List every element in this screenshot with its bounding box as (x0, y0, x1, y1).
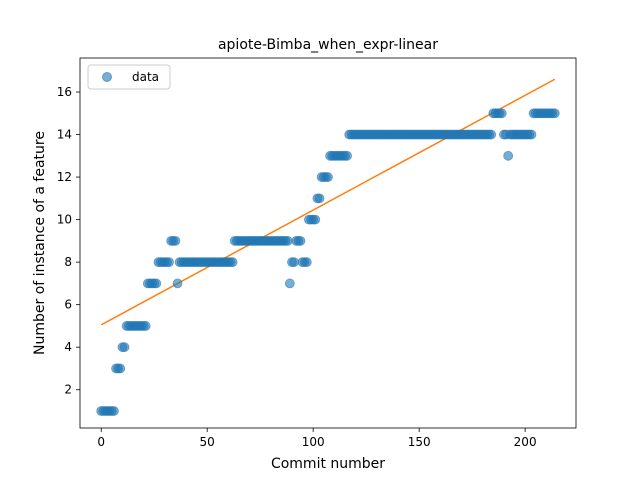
data-point (295, 235, 306, 246)
y-axis-label: Number of instance of a feature (32, 131, 48, 355)
x-tick-label: 50 (200, 435, 215, 449)
data-point (289, 257, 299, 268)
x-tick-label: 0 (97, 435, 105, 449)
axes-frame (79, 57, 577, 429)
x-axis-label: Commit number (271, 456, 385, 472)
legend-box (87, 64, 171, 90)
data-point (119, 342, 130, 353)
x-tick-label: 200 (514, 435, 537, 449)
legend-label: data (132, 70, 159, 84)
data-point (284, 278, 295, 289)
data-point (151, 278, 162, 289)
data-point (170, 235, 181, 246)
data-point (109, 406, 119, 416)
data-point (301, 257, 312, 268)
x-tick-label: 150 (408, 435, 431, 449)
data-point (342, 150, 352, 161)
data-point (503, 150, 514, 161)
data-point (164, 257, 174, 268)
data-point (323, 172, 333, 182)
y-tick-label: 8 (64, 255, 72, 269)
x-tick-label: 100 (302, 435, 325, 449)
y-tick-label: 14 (57, 128, 72, 142)
y-tick-label: 2 (64, 383, 72, 397)
data-point (115, 363, 126, 374)
legend: data (87, 64, 171, 90)
data-point (227, 257, 238, 268)
data-point (486, 129, 497, 140)
y-tick-label: 4 (64, 340, 72, 354)
axes-layer: 0 50 100 150 200 2 4 6 8 10 12 14 16 (57, 57, 577, 449)
y-tick-label: 12 (57, 170, 72, 184)
data-point (310, 214, 321, 225)
y-tick-label: 16 (57, 85, 72, 99)
data-point (140, 321, 151, 331)
legend-marker (102, 72, 112, 82)
data-point (549, 108, 560, 119)
data-point (496, 108, 507, 119)
data-point (314, 193, 325, 204)
data-point (526, 129, 537, 140)
data-point (282, 235, 293, 246)
data-point (172, 278, 183, 289)
y-tick-label: 6 (64, 298, 72, 312)
data-points-layer (96, 108, 560, 416)
chart-title: apiote-Bimba_when_expr-linear (218, 37, 438, 53)
y-tick-label: 10 (57, 213, 72, 227)
